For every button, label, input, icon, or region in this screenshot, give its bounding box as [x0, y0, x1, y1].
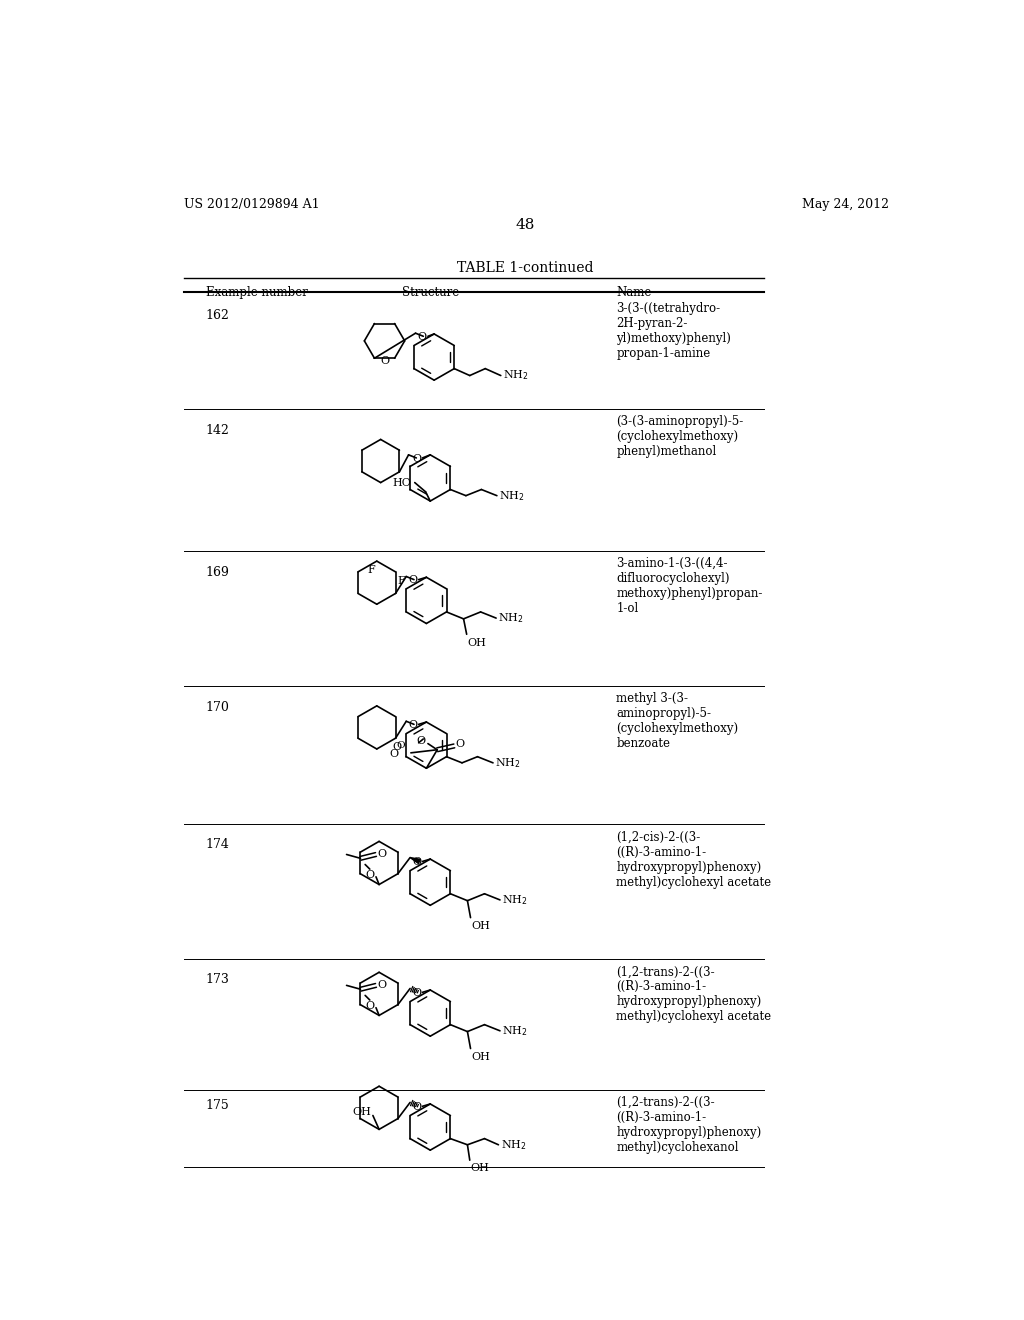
Text: NH$_2$: NH$_2$ [500, 488, 525, 503]
Text: TABLE 1-continued: TABLE 1-continued [457, 261, 593, 275]
Text: O: O [392, 742, 401, 751]
Text: 3-(3-((tetrahydro-
2H-pyran-2-
yl)methoxy)phenyl)
propan-1-amine: 3-(3-((tetrahydro- 2H-pyran-2- yl)methox… [616, 302, 731, 359]
Text: Name: Name [616, 286, 651, 300]
Text: O: O [378, 981, 387, 990]
Text: O: O [413, 989, 422, 998]
Text: O: O [396, 741, 404, 750]
Text: O: O [413, 454, 422, 463]
Text: O: O [378, 850, 387, 859]
Text: 173: 173 [206, 973, 229, 986]
Text: O: O [456, 739, 465, 750]
Text: O: O [408, 576, 417, 585]
Text: 48: 48 [515, 218, 535, 232]
Text: May 24, 2012: May 24, 2012 [802, 198, 889, 211]
Text: O: O [389, 750, 398, 759]
Text: O: O [417, 737, 426, 746]
Text: NH$_2$: NH$_2$ [503, 1024, 528, 1038]
Text: O: O [380, 356, 389, 367]
Text: HO: HO [393, 478, 412, 487]
Text: OH: OH [467, 638, 486, 648]
Text: (1,2-cis)-2-((3-
((R)-3-amino-1-
hydroxypropyl)phenoxy)
methyl)cyclohexyl acetat: (1,2-cis)-2-((3- ((R)-3-amino-1- hydroxy… [616, 830, 771, 888]
Text: 169: 169 [206, 566, 229, 579]
Text: Example number: Example number [206, 286, 307, 300]
Text: O: O [417, 333, 426, 342]
Text: 142: 142 [206, 424, 229, 437]
Text: methyl 3-(3-
aminopropyl)-5-
(cyclohexylmethoxy)
benzoate: methyl 3-(3- aminopropyl)-5- (cyclohexyl… [616, 692, 738, 750]
Polygon shape [410, 858, 420, 863]
Text: NH$_2$: NH$_2$ [499, 611, 524, 624]
Text: NH$_2$: NH$_2$ [503, 368, 528, 383]
Text: O: O [413, 1102, 422, 1111]
Text: NH$_2$: NH$_2$ [501, 1138, 526, 1151]
Text: US 2012/0129894 A1: US 2012/0129894 A1 [183, 198, 319, 211]
Text: OH: OH [471, 921, 490, 931]
Text: NH$_2$: NH$_2$ [496, 756, 521, 770]
Text: 175: 175 [206, 1100, 229, 1113]
Text: O: O [366, 1001, 375, 1011]
Text: OH: OH [471, 1163, 489, 1173]
Text: F: F [368, 565, 375, 576]
Text: O: O [413, 857, 422, 867]
Text: (1,2-trans)-2-((3-
((R)-3-amino-1-
hydroxypropyl)phenoxy)
methyl)cyclohexanol: (1,2-trans)-2-((3- ((R)-3-amino-1- hydro… [616, 1096, 762, 1154]
Text: F: F [397, 576, 404, 586]
Text: O: O [408, 721, 417, 730]
Text: 3-amino-1-(3-((4,4-
difluorocyclohexyl)
methoxy)phenyl)propan-
1-ol: 3-amino-1-(3-((4,4- difluorocyclohexyl) … [616, 557, 763, 615]
Text: 162: 162 [206, 309, 229, 322]
Text: NH$_2$: NH$_2$ [503, 894, 528, 907]
Text: 170: 170 [206, 701, 229, 714]
Text: 174: 174 [206, 838, 229, 851]
Text: O: O [366, 870, 375, 880]
Text: (1,2-trans)-2-((3-
((R)-3-amino-1-
hydroxypropyl)phenoxy)
methyl)cyclohexyl acet: (1,2-trans)-2-((3- ((R)-3-amino-1- hydro… [616, 965, 771, 1023]
Text: (3-(3-aminopropyl)-5-
(cyclohexylmethoxy)
phenyl)methanol: (3-(3-aminopropyl)-5- (cyclohexylmethoxy… [616, 414, 743, 458]
Text: Structure: Structure [401, 286, 459, 300]
Text: OH: OH [471, 1052, 490, 1061]
Text: OH: OH [352, 1107, 372, 1118]
